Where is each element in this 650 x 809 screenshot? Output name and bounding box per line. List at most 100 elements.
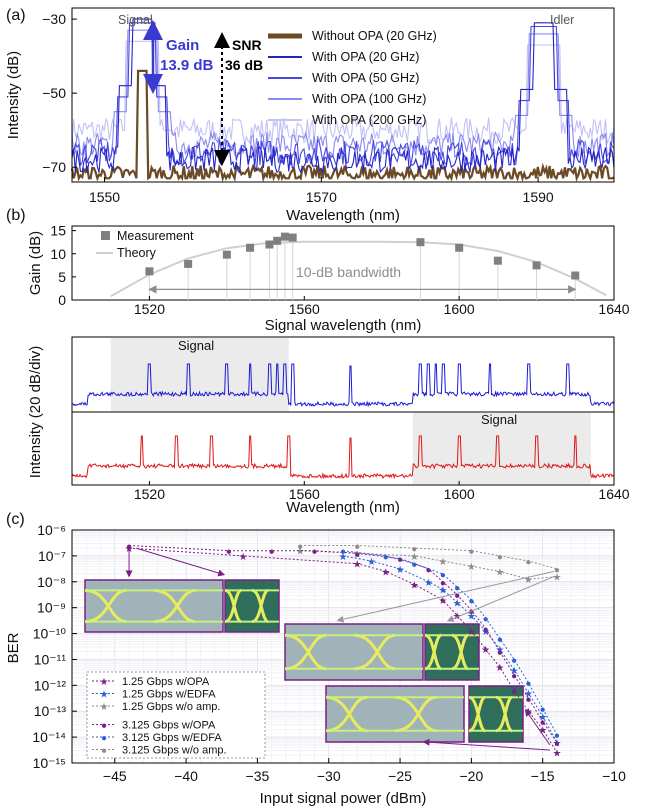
ber-point: ★ xyxy=(552,749,561,760)
signal-band-label-bottom: Signal xyxy=(481,412,517,427)
ber-legend-box xyxy=(86,671,266,759)
measurement-point xyxy=(145,267,154,276)
spectrum-series-0 xyxy=(70,69,615,183)
measurement-point xyxy=(288,233,297,242)
ber-point: ● xyxy=(454,591,460,602)
spectra-frame xyxy=(71,336,615,486)
spectrum-blue-trace xyxy=(71,363,615,408)
signal-band-label-top: Signal xyxy=(178,338,214,353)
ber-point: ★ xyxy=(339,552,348,563)
ber-point: ● xyxy=(525,694,531,705)
ber-point: ● xyxy=(525,679,531,690)
eye-opa-125-frame xyxy=(325,685,465,743)
y-tick-label: −50 xyxy=(42,85,66,101)
y-tick-label: 10⁻¹² xyxy=(34,677,67,693)
ber-point: ★ xyxy=(438,557,447,568)
ber-point: ★ xyxy=(453,598,462,609)
ber-line-5 xyxy=(300,545,558,570)
ber-point: ● xyxy=(468,596,474,607)
legend-entry: 1.25 Gbps w/EDFA xyxy=(122,689,216,701)
y-tick-label: 10⁻¹⁵ xyxy=(33,755,66,771)
ber-point: ★ xyxy=(510,666,519,677)
panel-b-label: (b) xyxy=(6,207,26,224)
x-tick-label: −25 xyxy=(388,768,412,784)
panel-a-label: (a) xyxy=(6,7,26,24)
legend-entry: 3.125 Gbps w/o amp. xyxy=(122,745,227,757)
ber-point: ★ xyxy=(495,567,504,578)
spectrum-red-trace xyxy=(71,435,615,480)
panel-c: (c) ★★★★★★★★★★★★★★★★★★★★★★★★★★★★★★★★★★★●… xyxy=(5,511,626,807)
measurement-point xyxy=(532,261,541,270)
ber-point: ● xyxy=(511,671,517,682)
legend-symbol: ★ xyxy=(100,690,109,701)
ber-point: ★ xyxy=(524,689,533,700)
x-tick-label: 1600 xyxy=(444,486,475,502)
ber-frame xyxy=(71,529,615,764)
ber-point: ● xyxy=(468,606,474,617)
ber-point: ● xyxy=(554,738,560,749)
ber-point: ★ xyxy=(353,549,362,560)
ber-point: ★ xyxy=(552,573,561,584)
ber-point: ★ xyxy=(524,575,533,586)
ber-point: ★ xyxy=(296,547,305,558)
signal-label: Signal xyxy=(118,13,153,27)
ber-point: ● xyxy=(440,570,446,581)
measurement-point xyxy=(265,240,274,249)
ber-point: ★ xyxy=(481,627,490,638)
snr-value: 36 dB xyxy=(225,57,263,73)
y-tick-label: 10⁻⁸ xyxy=(37,574,66,590)
ber-point: ● xyxy=(497,552,503,563)
eye-edfa-125-frame xyxy=(284,623,424,681)
ber-point: ★ xyxy=(410,552,419,563)
spectra-xlabel: Wavelength (nm) xyxy=(286,499,400,516)
ber-point: ● xyxy=(511,655,517,666)
measurement-point xyxy=(273,236,282,245)
spectra-ylabel: Intensity (20 dB/div) xyxy=(27,346,44,479)
x-tick-label: 1520 xyxy=(134,486,165,502)
x-tick-label: 1640 xyxy=(598,301,629,317)
ber-point: ● xyxy=(540,705,546,716)
ber-point: ★ xyxy=(467,611,476,622)
ber-point: ● xyxy=(440,578,446,589)
theory-curve xyxy=(110,240,607,298)
ber-line-0 xyxy=(129,547,558,753)
measurement-point xyxy=(222,250,231,259)
y-tick-label: −70 xyxy=(42,159,66,175)
legend-symbol: ★ xyxy=(100,677,109,688)
ber-point: ● xyxy=(354,542,360,553)
eye-pointer xyxy=(136,547,226,577)
x-tick-label: 1560 xyxy=(289,486,320,502)
x-tick-label: 1600 xyxy=(444,301,475,317)
y-tick-label: 10⁻¹⁰ xyxy=(33,626,67,642)
x-tick-label: 1570 xyxy=(306,189,337,205)
ber-point: ★ xyxy=(410,580,419,591)
measurement-point xyxy=(455,243,464,252)
panel-a-ylabel: Intensity (dB) xyxy=(5,51,22,139)
ber-point: ● xyxy=(311,547,317,558)
panel-a-frame xyxy=(71,7,615,183)
spectrum-series-2 xyxy=(71,22,615,168)
signal-band-bottom xyxy=(412,413,591,484)
y-tick-label: 10⁻¹⁴ xyxy=(32,729,66,745)
y-tick-label: 5 xyxy=(58,269,66,285)
spectra-ticks: 1520 1560 1600 1640 xyxy=(134,481,630,502)
measurement-point xyxy=(280,232,289,241)
legend-entry: 3.125 Gbps w/OPA xyxy=(122,720,216,732)
ber-ticks: −45 −40 −35 −30 −25 −20 −15 −10 10⁻⁶ 10⁻⁷ 10⁻⁸ 10⁻⁹… xyxy=(32,522,626,784)
panel-b-top-frame xyxy=(71,225,615,301)
ber-point: ★ xyxy=(396,565,405,576)
legend-entry: 1.25 Gbps w/o amp. xyxy=(122,701,220,713)
panel-b-top: (b) Gain (dB) Signal wavelength (nm) Mea… xyxy=(6,207,630,334)
legend-entry: With OPA (50 GHz) xyxy=(312,71,419,85)
gain-ticks: 1520 1560 1600 1640 15 10 5 0 xyxy=(50,223,629,317)
snr-text: SNR xyxy=(232,37,262,53)
x-tick-label: −45 xyxy=(103,768,127,784)
gain-ylabel: Gain (dB) xyxy=(27,231,44,295)
legend-symbol: ● xyxy=(101,746,107,757)
ber-point: ★ xyxy=(538,725,547,736)
ber-point: ★ xyxy=(467,562,476,573)
eye-noamp-125-frame xyxy=(84,579,224,633)
ber-point: ★ xyxy=(481,645,490,656)
ber-point: ● xyxy=(411,560,417,571)
